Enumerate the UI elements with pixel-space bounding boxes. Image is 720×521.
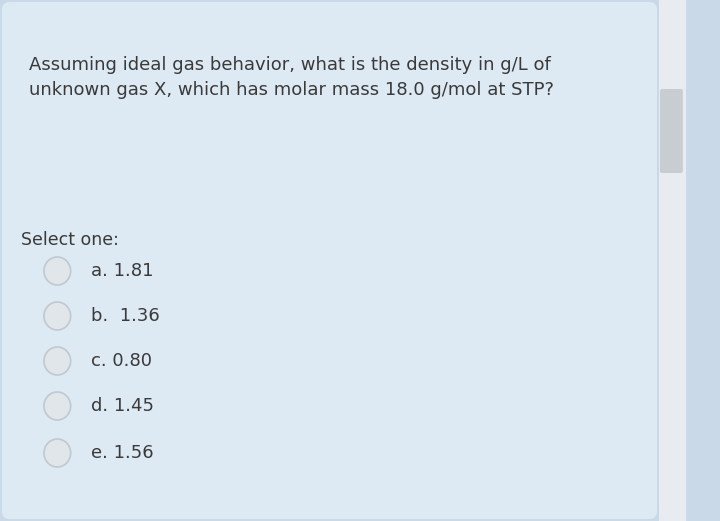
- Text: a. 1.81: a. 1.81: [91, 262, 153, 280]
- Text: b.  1.36: b. 1.36: [91, 307, 159, 325]
- Text: Assuming ideal gas behavior, what is the density in g/L of: Assuming ideal gas behavior, what is the…: [29, 56, 550, 74]
- Circle shape: [44, 392, 71, 420]
- Circle shape: [44, 302, 71, 330]
- Text: d. 1.45: d. 1.45: [91, 397, 154, 415]
- Text: unknown gas X, which has molar mass 18.0 g/mol at STP?: unknown gas X, which has molar mass 18.0…: [29, 81, 554, 99]
- Circle shape: [44, 439, 71, 467]
- FancyBboxPatch shape: [660, 89, 683, 173]
- Text: c. 0.80: c. 0.80: [91, 352, 152, 370]
- FancyBboxPatch shape: [659, 0, 685, 521]
- Circle shape: [44, 347, 71, 375]
- Circle shape: [44, 257, 71, 285]
- Text: Select one:: Select one:: [21, 231, 119, 249]
- Text: e. 1.56: e. 1.56: [91, 444, 153, 462]
- FancyBboxPatch shape: [2, 2, 657, 519]
